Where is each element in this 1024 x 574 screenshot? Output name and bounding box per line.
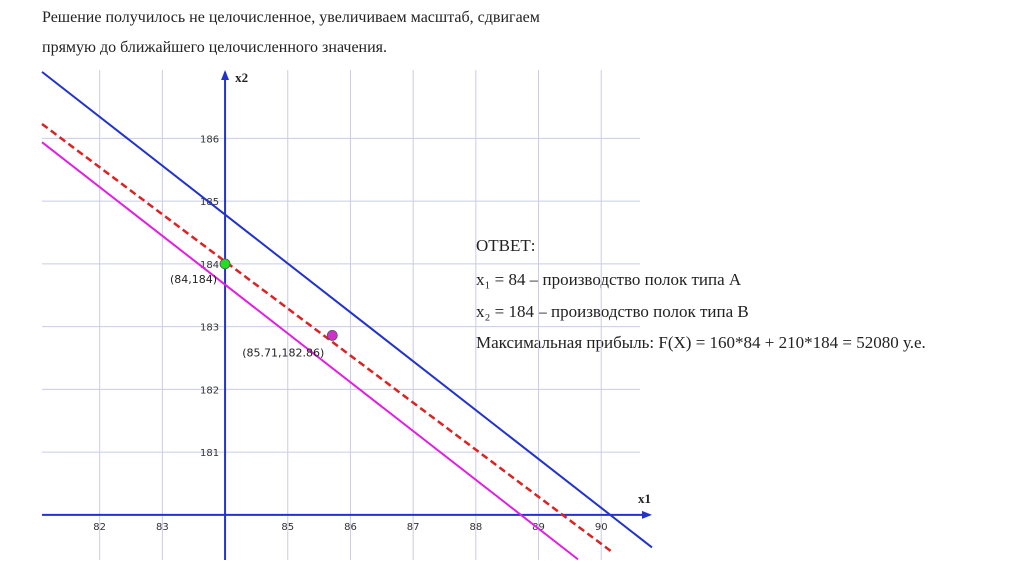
series-line [41, 141, 579, 561]
solution-point [326, 329, 338, 341]
y-tick-label: 181 [200, 448, 219, 459]
y-tick-label: 186 [200, 134, 219, 145]
answer-line: x₂ = 184 – производство полок типа B [476, 302, 749, 321]
solution-point [219, 258, 231, 270]
series-line [41, 122, 613, 553]
series-line [41, 71, 653, 549]
point-label: (85.71,182.86) [242, 346, 324, 359]
y-tick-label: 183 [200, 323, 219, 334]
answer-title: ОТВЕТ: [476, 236, 536, 255]
y-axis-label: x2 [235, 70, 248, 85]
header-line: прямую до ближайшего целочисленного знач… [42, 39, 387, 56]
y-tick-label: 182 [200, 385, 219, 396]
x-axis-arrow [642, 510, 652, 519]
x-tick-label: 82 [93, 522, 106, 533]
answer-line: x₁ = 84 – производство полок типа A [476, 270, 742, 289]
x-tick-label: 88 [469, 522, 482, 533]
header-line: Решение получилось не целочисленное, уве… [42, 9, 540, 26]
point-label: (84,184) [170, 273, 217, 286]
y-tick-label: 184 [200, 260, 219, 271]
plot: 82 83 85 86 87 88 89 90181182183184185186x1x2(8… [41, 70, 653, 561]
x-tick-label: 85 [281, 522, 294, 533]
x-tick-label: 83 [156, 522, 169, 533]
x-tick-label: 89 [532, 522, 545, 533]
x-tick-label: 86 [344, 522, 357, 533]
x-axis-label: x1 [638, 491, 651, 506]
x-tick-label: 90 [595, 522, 608, 533]
y-axis-arrow [221, 70, 230, 80]
x-tick-label: 87 [407, 522, 420, 533]
answer-line: Максимальная прибыль: F(X) = 160*84 + 21… [476, 333, 926, 352]
